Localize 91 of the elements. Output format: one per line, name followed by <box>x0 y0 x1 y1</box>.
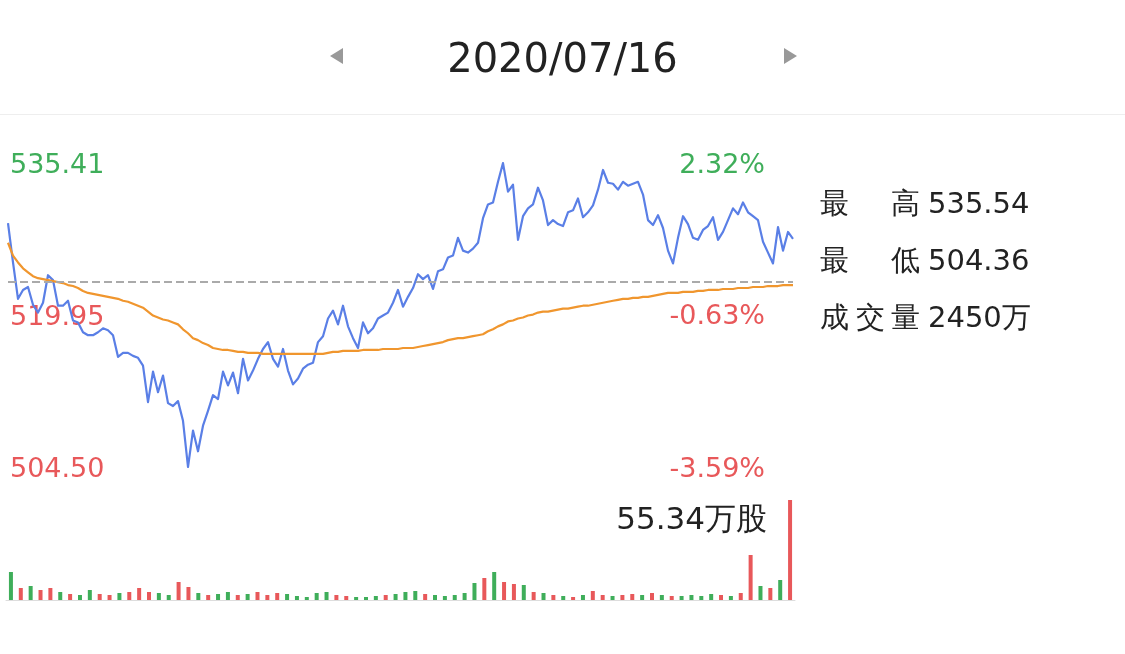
bar <box>649 593 654 600</box>
bar <box>521 585 526 600</box>
bar <box>97 594 102 600</box>
bar <box>728 596 733 600</box>
bar <box>699 596 704 600</box>
bar <box>206 595 211 600</box>
bar <box>38 590 43 600</box>
bar <box>225 592 230 600</box>
bar <box>590 591 595 600</box>
bar <box>87 590 92 600</box>
bar <box>147 592 152 600</box>
bar <box>561 596 566 600</box>
bar <box>689 595 694 600</box>
bar <box>58 592 63 600</box>
bar <box>245 594 250 600</box>
y-tick-label: 504.50 <box>10 451 105 483</box>
bar <box>551 595 556 600</box>
bar <box>620 595 625 600</box>
bar <box>28 586 33 600</box>
bar <box>373 596 378 600</box>
bar <box>719 595 724 600</box>
bar <box>255 592 260 600</box>
bar <box>344 596 349 600</box>
bar <box>77 595 82 600</box>
bar <box>462 593 467 600</box>
bar <box>630 594 635 600</box>
bar <box>383 595 388 600</box>
bar <box>502 582 507 600</box>
bar <box>788 500 793 600</box>
bar <box>127 592 132 600</box>
bar <box>738 593 743 600</box>
y2-tick-label: -0.63% <box>669 299 765 331</box>
bar <box>18 588 23 600</box>
bar <box>334 595 339 600</box>
annotation: 55.34万股 <box>616 499 767 536</box>
text: 最低 504.36 <box>820 242 1030 279</box>
bar <box>748 555 753 600</box>
y2-tick-label: -3.59% <box>669 451 765 483</box>
y-tick-label: 535.41 <box>10 147 105 179</box>
bar <box>452 595 457 600</box>
bar <box>640 595 645 600</box>
y2-tick-label: 2.32% <box>679 147 765 179</box>
bar <box>196 593 201 600</box>
bar <box>433 595 438 600</box>
bar <box>413 591 418 600</box>
bar <box>659 595 664 600</box>
bar <box>117 593 122 600</box>
line-series <box>6 241 795 355</box>
bar <box>423 594 428 600</box>
bar <box>186 587 191 600</box>
bar <box>472 583 477 600</box>
bar <box>363 597 368 600</box>
bar <box>778 580 783 600</box>
bar <box>176 582 181 600</box>
bar <box>531 592 536 600</box>
bar <box>166 595 171 600</box>
bar <box>156 593 161 600</box>
bar <box>571 597 576 600</box>
bar <box>492 572 497 600</box>
text: 最高 535.54 <box>820 185 1030 222</box>
bar <box>709 594 714 600</box>
bar <box>354 597 359 600</box>
bar <box>275 593 280 600</box>
bar <box>8 572 13 600</box>
bar <box>48 588 53 600</box>
bar <box>216 594 221 600</box>
bar <box>758 586 763 600</box>
bar <box>482 578 487 600</box>
bar <box>610 596 615 600</box>
bar <box>541 593 546 600</box>
bar <box>314 593 319 600</box>
bar <box>679 596 684 600</box>
bar <box>768 588 773 600</box>
bar <box>393 594 398 600</box>
bar <box>600 595 605 600</box>
bar <box>442 596 447 600</box>
bar <box>511 584 516 600</box>
bar <box>265 595 270 600</box>
bar <box>107 595 112 600</box>
bar <box>304 597 309 600</box>
bar <box>324 592 329 600</box>
bar <box>669 596 674 600</box>
bar <box>285 594 290 600</box>
bar <box>235 595 240 600</box>
chart-title: 2020/07/16 <box>446 34 679 83</box>
bar <box>580 595 585 600</box>
bar <box>137 588 142 600</box>
bar <box>403 592 408 600</box>
bar <box>294 596 299 600</box>
text: 成交量 2450万 <box>820 299 1031 336</box>
bar <box>68 594 73 600</box>
